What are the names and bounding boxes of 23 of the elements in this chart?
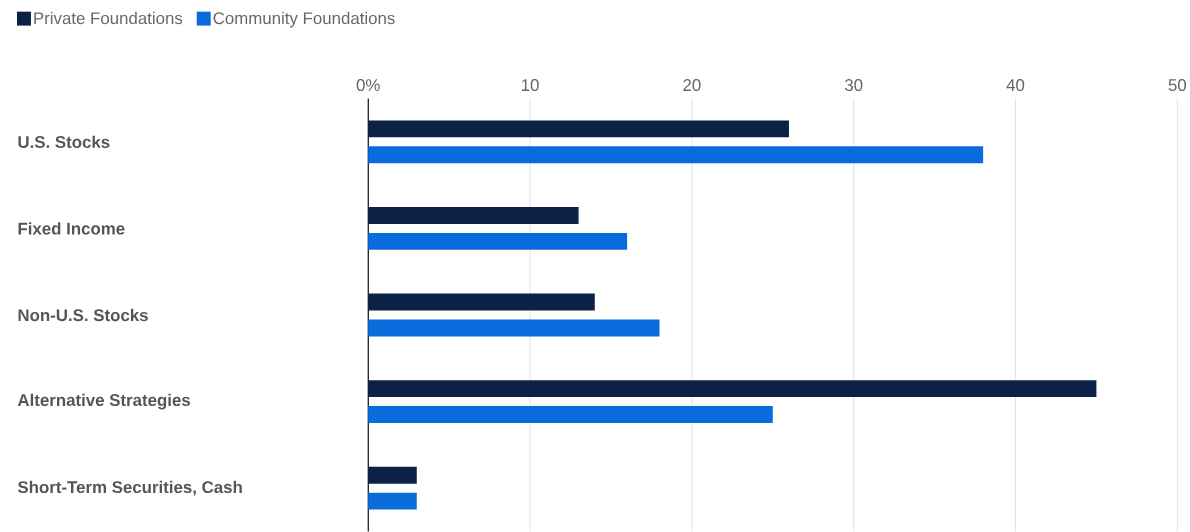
- y-tick-label: Non-U.S. Stocks: [18, 308, 148, 322]
- bar: [368, 146, 984, 164]
- bar: [368, 492, 417, 510]
- bar: [368, 406, 773, 423]
- x-tick-label: 30: [844, 79, 863, 92]
- bar: [368, 120, 789, 138]
- y-tick-label: Alternative Strategies: [17, 393, 190, 410]
- bar: [368, 232, 628, 250]
- x-tick-label: 40: [1006, 79, 1025, 92]
- legend-label: Community Foundations: [213, 11, 395, 28]
- x-tick-label: 0%: [356, 79, 380, 92]
- x-tick-label: 20: [683, 79, 701, 92]
- x-tick-label: 10: [521, 79, 539, 92]
- bar: [368, 380, 1097, 398]
- x-tick-label: 50: [1168, 79, 1187, 92]
- y-tick-label: Fixed Income: [18, 222, 125, 235]
- bar: [368, 319, 660, 337]
- bar: [368, 293, 595, 311]
- bar: [368, 206, 579, 224]
- y-tick-label: U.S. Stocks: [18, 135, 110, 148]
- legend-label: Private Foundations: [34, 11, 183, 25]
- y-tick-label: Short-Term Securities, Cash: [17, 480, 242, 496]
- bar: [368, 466, 417, 484]
